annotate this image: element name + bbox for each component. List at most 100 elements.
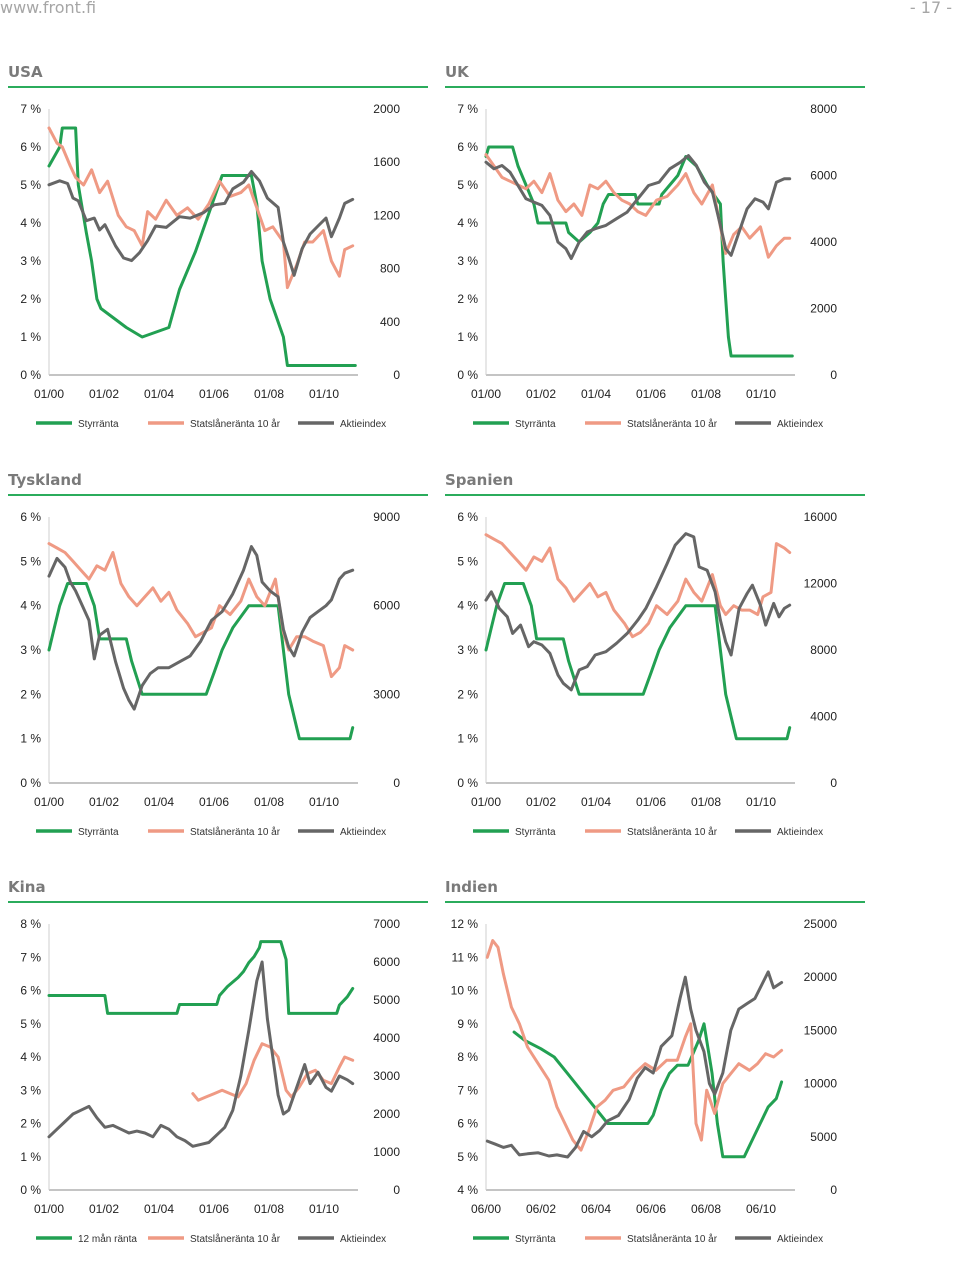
y-right-tick-label: 1000 <box>373 1145 400 1159</box>
y-right-tick-label: 5000 <box>810 1130 837 1144</box>
legend-label: Statslåneränta 10 år <box>627 1233 718 1245</box>
y-left-tick-label: 6 % <box>457 140 478 154</box>
chart-title: Spanien <box>445 471 514 489</box>
chart-spanien: 0 % 1 % 2 % 3 % 4 % 5 % 6 % 0 4000 8000 12000 16000… <box>457 510 838 838</box>
x-tick-label: 06/02 <box>526 1202 556 1216</box>
chart-title: USA <box>8 63 43 81</box>
chart-uk: 0 % 1 % 2 % 3 % 4 % 5 % 6 % 7 % 0 2000 4000 6000 800… <box>457 102 837 430</box>
y-right-tick-label: 12000 <box>804 577 838 591</box>
chart-panel-spanien: Spanien 0 % 1 % 2 % 3 % 4 % 5 % 6 % 0 4000 8000 12… <box>445 471 885 851</box>
series-line-rate <box>47 126 357 367</box>
series-line-rate <box>484 582 792 741</box>
y-right-tick-label: 0 <box>830 368 837 382</box>
series-line-rate <box>484 145 794 358</box>
series-line-bond <box>484 153 792 259</box>
y-right-tick-label: 4000 <box>373 1031 400 1045</box>
x-tick-label: 01/08 <box>254 1202 284 1216</box>
title-rule <box>8 86 428 88</box>
y-right-tick-label: 0 <box>393 1183 400 1197</box>
x-tick-label: 01/06 <box>199 387 229 401</box>
x-tick-label: 01/10 <box>746 387 776 401</box>
legend-label: Aktieindex <box>777 419 823 430</box>
series-line-index <box>484 154 792 261</box>
legend-label: Aktieindex <box>340 1234 386 1245</box>
y-left-tick-label: 6 % <box>20 510 41 524</box>
y-right-tick-label: 15000 <box>804 1023 838 1037</box>
legend-label: Styrränta <box>515 419 556 430</box>
x-tick-label: 06/06 <box>636 1202 666 1216</box>
y-right-tick-label: 5000 <box>373 993 400 1007</box>
y-right-tick-label: 25000 <box>804 917 838 931</box>
legend-label: Statslåneränta 10 år <box>627 826 718 838</box>
y-right-tick-label: 3000 <box>373 687 400 701</box>
series-line-bond <box>484 533 792 639</box>
series-line-bond <box>47 126 355 290</box>
chart-title: Indien <box>445 878 498 896</box>
y-left-tick-label: 6 % <box>20 984 41 998</box>
y-right-tick-label: 6000 <box>373 599 400 613</box>
y-left-tick-label: 3 % <box>20 1083 41 1097</box>
legend-label: Styrränta <box>515 827 556 838</box>
series-line-index <box>47 545 355 711</box>
y-left-tick-label: 3 % <box>20 254 41 268</box>
y-right-tick-label: 6000 <box>373 955 400 969</box>
legend-label: Statslåneränta 10 år <box>190 418 281 430</box>
y-right-tick-label: 20000 <box>804 970 838 984</box>
y-left-tick-label: 6 % <box>20 140 41 154</box>
y-right-tick-label: 16000 <box>804 510 838 524</box>
title-rule <box>445 86 865 88</box>
chart-panel-tyskland: Tyskland 0 % 1 % 2 % 3 % 4 % 5 % 6 % 0 3000 6000 9… <box>8 471 448 851</box>
page-url[interactable]: www.front.fi <box>0 0 97 17</box>
legend-label: Styrränta <box>515 1234 556 1245</box>
x-tick-label: 01/00 <box>34 387 64 401</box>
chart-panel-indien: Indien 4 % 5 % 6 % 7 % 8 % 9 % 10 % 11 % 12 % 0 50… <box>445 878 885 1258</box>
y-left-tick-label: 8 % <box>20 917 41 931</box>
x-tick-label: 06/04 <box>581 1202 611 1216</box>
x-tick-label: 01/02 <box>89 1202 119 1216</box>
y-right-tick-label: 2000 <box>373 102 400 116</box>
chart-panel-kina: Kina 0 % 1 % 2 % 3 % 4 % 5 % 6 % 7 % 8 % 0 1000 200… <box>8 878 448 1258</box>
y-right-tick-label: 0 <box>830 1183 837 1197</box>
y-right-tick-label: 400 <box>380 315 400 329</box>
y-left-tick-label: 0 % <box>20 1183 41 1197</box>
y-left-tick-label: 4 % <box>457 1183 478 1197</box>
x-tick-label: 01/00 <box>34 795 64 809</box>
y-left-tick-label: 4 % <box>20 216 41 230</box>
y-left-tick-label: 10 % <box>451 984 479 998</box>
y-left-tick-label: 1 % <box>20 1150 41 1164</box>
y-left-tick-label: 1 % <box>457 330 478 344</box>
y-left-tick-label: 7 % <box>20 950 41 964</box>
y-left-tick-label: 6 % <box>457 510 478 524</box>
y-left-tick-label: 2 % <box>457 687 478 701</box>
y-right-tick-label: 800 <box>380 262 400 276</box>
series-line-rate <box>47 940 355 1015</box>
series-line-bond <box>191 1042 355 1102</box>
legend-label: Aktieindex <box>777 827 823 838</box>
y-right-tick-label: 2000 <box>373 1107 400 1121</box>
chart-panel-uk: UK 0 % 1 % 2 % 3 % 4 % 5 % 6 % 7 % 0 2000 4000 6000… <box>445 63 885 443</box>
x-tick-label: 01/06 <box>199 1202 229 1216</box>
y-left-tick-label: 0 % <box>20 776 41 790</box>
y-right-tick-label: 3000 <box>373 1069 400 1083</box>
y-right-tick-label: 2000 <box>810 302 837 316</box>
series-line-index <box>47 170 355 277</box>
y-left-tick-label: 1 % <box>457 732 478 746</box>
y-left-tick-label: 0 % <box>457 368 478 382</box>
title-rule <box>445 901 865 903</box>
x-tick-label: 01/04 <box>581 387 611 401</box>
title-rule <box>8 494 428 496</box>
y-left-tick-label: 5 % <box>20 178 41 192</box>
y-left-tick-label: 7 % <box>20 102 41 116</box>
series-line-rate <box>512 1022 784 1159</box>
legend-label: Styrränta <box>78 827 119 838</box>
y-left-tick-label: 7 % <box>457 1083 478 1097</box>
y-left-tick-label: 8 % <box>457 1050 478 1064</box>
chart-title: UK <box>445 63 469 81</box>
y-left-tick-label: 3 % <box>20 643 41 657</box>
y-right-tick-label: 0 <box>393 776 400 790</box>
y-left-tick-label: 5 % <box>20 1017 41 1031</box>
y-left-tick-label: 0 % <box>20 368 41 382</box>
x-tick-label: 06/00 <box>471 1202 501 1216</box>
y-left-tick-label: 4 % <box>20 599 41 613</box>
legend-label: Statslåneränta 10 år <box>190 826 281 838</box>
